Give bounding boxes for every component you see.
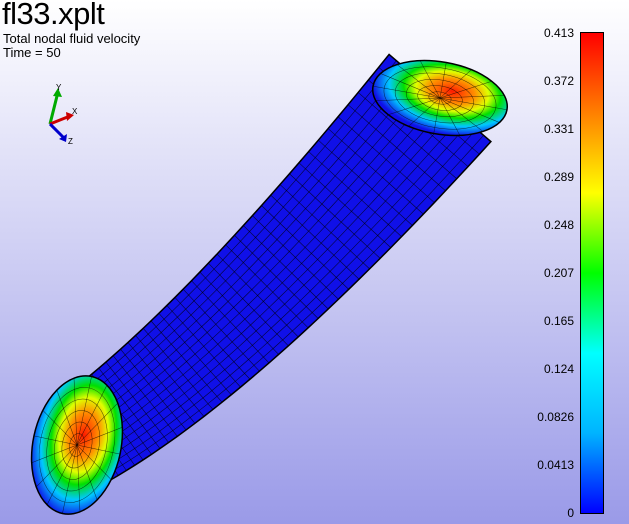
mesh-ring-line xyxy=(182,288,260,372)
mesh-ring-line xyxy=(225,244,309,329)
mesh-ring-line xyxy=(150,320,223,403)
plot-filename: fl33.xplt xyxy=(2,0,105,31)
mesh-ring-line xyxy=(318,139,413,226)
mesh-ring-line xyxy=(289,173,381,259)
mesh-ring-line xyxy=(327,128,424,215)
mesh-ring-line xyxy=(98,368,161,449)
mesh-ring-line xyxy=(308,151,402,237)
triad-x-arrow xyxy=(66,112,74,121)
colorbar-tick-label: 0.413 xyxy=(543,26,574,40)
outlet-cap xyxy=(371,59,509,137)
mesh-ring-line xyxy=(143,328,214,410)
colorbar-tick-label: 0 xyxy=(567,506,574,520)
axis-triad: Y X Z xyxy=(48,84,78,146)
colorbar-tick-label: 0.289 xyxy=(543,170,574,184)
mesh-ring-line xyxy=(279,184,370,270)
mesh-ring-line xyxy=(135,335,205,417)
mesh-ring-line xyxy=(158,313,232,395)
triad-y-axis xyxy=(48,91,60,125)
mesh-ring-line xyxy=(357,92,457,180)
colorbar-tick-label: 0.165 xyxy=(543,314,574,328)
mesh-ring-line xyxy=(234,235,319,319)
colorbar xyxy=(580,32,604,514)
mesh-ring-line xyxy=(174,297,251,380)
mesh-ring-line xyxy=(252,215,339,300)
inlet-cap xyxy=(30,375,124,515)
colorbar-tick-label: 0.248 xyxy=(543,218,574,232)
mesh-ring-line xyxy=(127,342,196,424)
colorbar-tick-label: 0.207 xyxy=(543,266,574,280)
triad-z-label: Z xyxy=(68,137,73,146)
mesh-ring-line xyxy=(105,361,169,443)
mesh-ring-line xyxy=(208,262,289,346)
triad-x-label: X xyxy=(72,107,78,116)
triad-z-axis xyxy=(48,122,66,140)
plot-variable: Total nodal fluid velocity xyxy=(3,31,141,46)
mesh-ring-line xyxy=(112,355,178,437)
mesh-ring-line xyxy=(216,253,299,338)
mesh-ring-line xyxy=(261,205,349,290)
triad-y-arrow xyxy=(53,88,62,97)
mesh-ring-line xyxy=(120,349,187,431)
mesh-ring-line xyxy=(166,305,241,388)
mesh-ring-line xyxy=(191,280,270,364)
plot-time: Time = 50 xyxy=(3,45,61,60)
mesh-ring-line xyxy=(337,116,435,203)
colorbar-tick-label: 0.124 xyxy=(543,362,574,376)
mesh-ring-line xyxy=(298,162,392,248)
mesh-ring-line xyxy=(270,194,360,280)
mesh-ring-line xyxy=(347,104,446,191)
mesh-ring-line xyxy=(199,271,279,355)
triad-z-arrow xyxy=(59,134,67,142)
colorbar-tick-label: 0.0826 xyxy=(537,410,574,424)
colorbar-tick-label: 0.0413 xyxy=(537,458,574,472)
colorbar-tick-label: 0.331 xyxy=(543,122,574,136)
colorbar-tick-label: 0.372 xyxy=(543,74,574,88)
mesh-ring-line xyxy=(243,225,329,310)
triad-y-label: Y xyxy=(56,84,62,92)
